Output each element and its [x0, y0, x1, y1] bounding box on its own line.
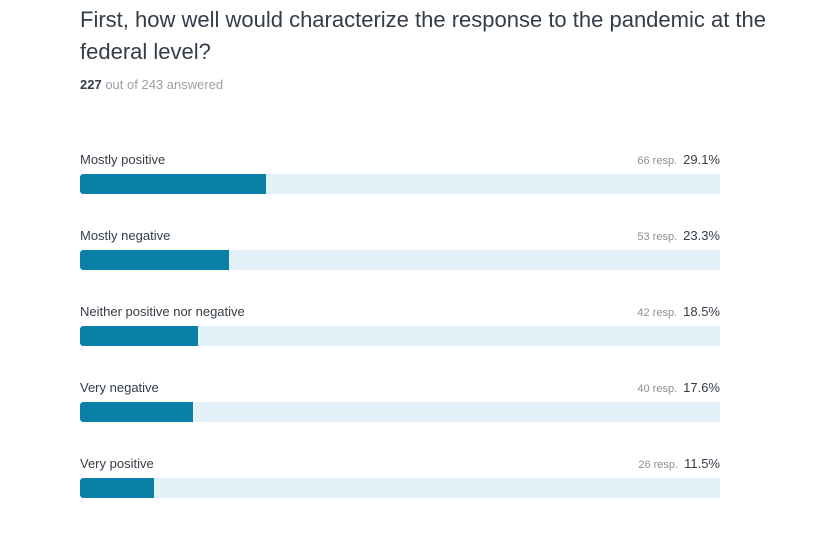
option-row: Neither positive nor negative 42 resp. 18.… — [80, 304, 720, 364]
option-label: Neither positive nor negative — [80, 304, 245, 319]
option-row: Very positive 26 resp. 11.5% — [80, 456, 720, 516]
bar-track — [80, 402, 720, 422]
option-label: Mostly positive — [80, 152, 166, 167]
response-count: 40 resp. — [637, 383, 678, 395]
response-count: 26 resp. — [638, 459, 679, 471]
percent-label: 18.5% — [683, 304, 720, 319]
option-stats: 42 resp. 18.5% — [637, 304, 720, 319]
option-row: Mostly negative 53 resp. 23.3% — [80, 228, 720, 288]
answered-text: out of 243 answered — [105, 77, 224, 92]
percent-label: 11.5% — [684, 456, 720, 471]
bar — [80, 478, 154, 498]
bar — [80, 402, 193, 422]
response-count: 53 resp. — [637, 231, 678, 243]
bar-track — [80, 174, 720, 194]
answered-summary: 227 out of 243 answered — [80, 77, 223, 92]
option-stats: 66 resp. 29.1% — [637, 152, 720, 167]
option-row: Mostly positive 66 resp. 29.1% — [80, 152, 720, 212]
option-stats: 40 resp. 17.6% — [637, 380, 720, 395]
option-label: Very positive — [80, 456, 154, 471]
option-label: Mostly negative — [80, 228, 171, 243]
answered-count: 227 — [80, 77, 102, 92]
bar — [80, 174, 267, 194]
bar-track — [80, 250, 720, 270]
percent-label: 17.6% — [683, 380, 720, 395]
bar — [80, 326, 199, 346]
bar-track — [80, 326, 720, 346]
response-count: 66 resp. — [637, 155, 678, 167]
bar-track — [80, 478, 720, 498]
option-label: Very negative — [80, 380, 159, 395]
option-stats: 26 resp. 11.5% — [638, 456, 720, 471]
percent-label: 23.3% — [683, 228, 720, 243]
bar — [80, 250, 230, 270]
response-count: 42 resp. — [637, 307, 678, 319]
percent-label: 29.1% — [683, 152, 720, 167]
question-title: First, how well would characterize the r… — [80, 7, 767, 64]
option-stats: 53 resp. 23.3% — [637, 228, 720, 243]
option-row: Very negative 40 resp. 17.6% — [80, 380, 720, 440]
